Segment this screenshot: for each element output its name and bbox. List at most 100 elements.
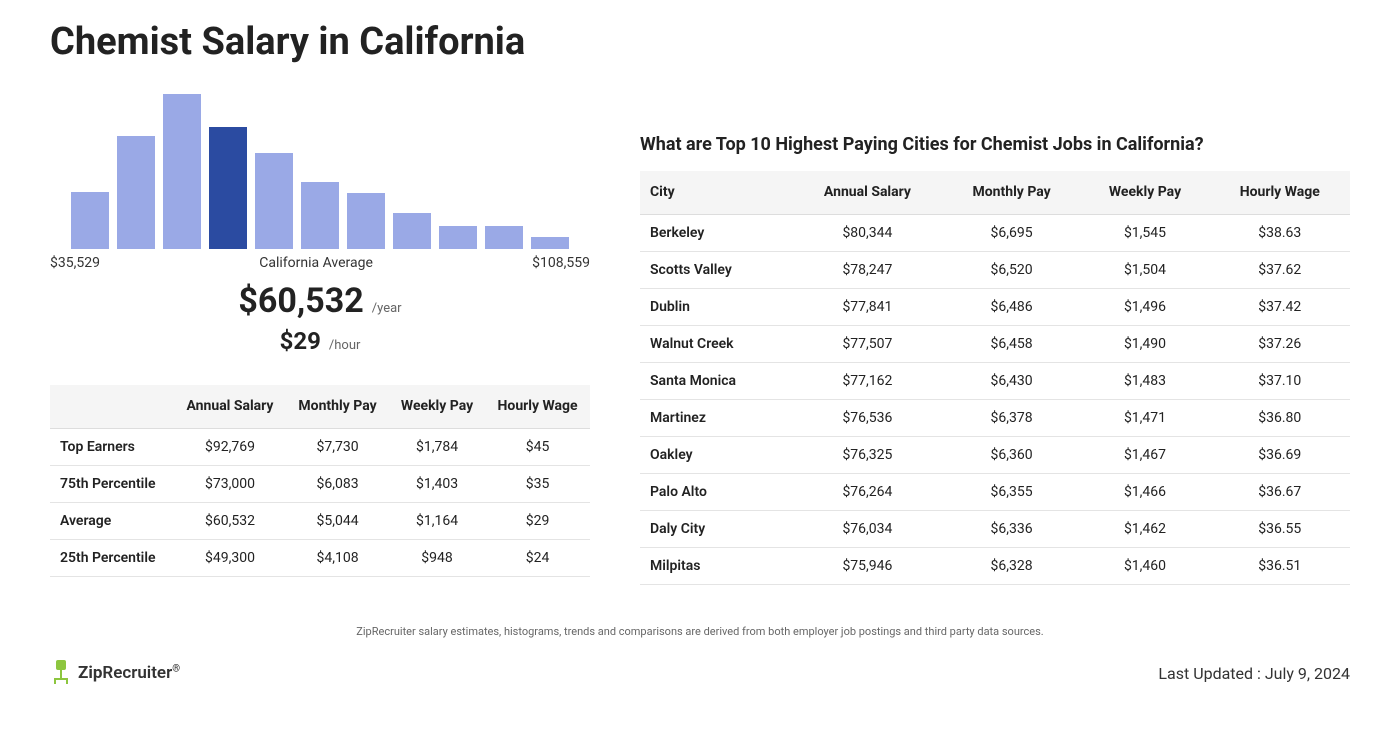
col-hourly: Hourly Wage xyxy=(1210,171,1350,214)
cell-weekly: $1,467 xyxy=(1080,436,1209,473)
cell-monthly: $6,695 xyxy=(943,214,1081,251)
histogram-bar xyxy=(393,213,431,249)
cell-monthly: $7,730 xyxy=(286,428,389,465)
cities-header-row: City Annual Salary Monthly Pay Weekly Pa… xyxy=(640,171,1350,214)
cell-weekly: $1,545 xyxy=(1080,214,1209,251)
cell-city: Martinez xyxy=(640,399,792,436)
headline-hourly: $29 /hour xyxy=(50,327,590,355)
cell-annual: $76,264 xyxy=(792,473,943,510)
cell-city: Oakley xyxy=(640,436,792,473)
row-label: Average xyxy=(50,502,174,539)
brand-text: ZipRecruiter® xyxy=(78,663,180,683)
hourly-amount: $29 xyxy=(280,327,321,355)
cell-monthly: $6,336 xyxy=(943,510,1081,547)
cell-annual: $80,344 xyxy=(792,214,943,251)
cell-monthly: $6,486 xyxy=(943,288,1081,325)
cell-monthly: $6,378 xyxy=(943,399,1081,436)
cell-annual: $77,841 xyxy=(792,288,943,325)
cell-hourly: $36.67 xyxy=(1210,473,1350,510)
cell-weekly: $1,784 xyxy=(389,428,485,465)
cities-table: City Annual Salary Monthly Pay Weekly Pa… xyxy=(640,171,1350,585)
percentile-table: Annual Salary Monthly Pay Weekly Pay Hou… xyxy=(50,385,590,577)
cell-monthly: $6,328 xyxy=(943,547,1081,584)
cell-annual: $75,946 xyxy=(792,547,943,584)
cell-city: Walnut Creek xyxy=(640,325,792,362)
cell-city: Scotts Valley xyxy=(640,251,792,288)
cell-annual: $92,769 xyxy=(174,428,286,465)
table-row: Santa Monica$77,162$6,430$1,483$37.10 xyxy=(640,362,1350,399)
cell-city: Palo Alto xyxy=(640,473,792,510)
cell-monthly: $6,430 xyxy=(943,362,1081,399)
chair-icon xyxy=(50,656,74,691)
table-row: Daly City$76,034$6,336$1,462$36.55 xyxy=(640,510,1350,547)
page-title: Chemist Salary in California xyxy=(50,20,1350,64)
cell-hourly: $36.69 xyxy=(1210,436,1350,473)
table-row: 75th Percentile$73,000$6,083$1,403$35 xyxy=(50,465,590,502)
axis-max: $108,559 xyxy=(532,255,590,271)
brand-logo: ZipRecruiter® xyxy=(50,656,180,691)
row-label: 25th Percentile xyxy=(50,539,174,576)
col-monthly: Monthly Pay xyxy=(286,385,389,428)
cell-hourly: $37.62 xyxy=(1210,251,1350,288)
axis-min: $35,529 xyxy=(50,255,100,271)
axis-center: California Average xyxy=(100,255,532,271)
salary-histogram xyxy=(70,94,570,249)
cell-annual: $76,034 xyxy=(792,510,943,547)
cell-annual: $77,162 xyxy=(792,362,943,399)
histogram-bar xyxy=(163,94,201,249)
cell-hourly: $37.42 xyxy=(1210,288,1350,325)
cell-hourly: $36.55 xyxy=(1210,510,1350,547)
cell-annual: $73,000 xyxy=(174,465,286,502)
cell-monthly: $6,520 xyxy=(943,251,1081,288)
cell-weekly: $1,460 xyxy=(1080,547,1209,584)
cell-annual: $77,507 xyxy=(792,325,943,362)
cell-hourly: $38.63 xyxy=(1210,214,1350,251)
table-row: Walnut Creek$77,507$6,458$1,490$37.26 xyxy=(640,325,1350,362)
col-blank xyxy=(50,385,174,428)
annual-unit: /year xyxy=(372,301,402,316)
cell-annual: $60,532 xyxy=(174,502,286,539)
col-monthly: Monthly Pay xyxy=(943,171,1081,214)
table-row: Dublin$77,841$6,486$1,496$37.42 xyxy=(640,288,1350,325)
cell-weekly: $1,483 xyxy=(1080,362,1209,399)
cell-annual: $76,325 xyxy=(792,436,943,473)
cell-hourly: $36.80 xyxy=(1210,399,1350,436)
cell-weekly: $1,164 xyxy=(389,502,485,539)
col-weekly: Weekly Pay xyxy=(1080,171,1209,214)
table-row: 25th Percentile$49,300$4,108$948$24 xyxy=(50,539,590,576)
cell-weekly: $1,403 xyxy=(389,465,485,502)
histogram-bar xyxy=(301,182,339,249)
cell-monthly: $6,458 xyxy=(943,325,1081,362)
histogram-bar xyxy=(71,192,109,249)
table-row: Milpitas$75,946$6,328$1,460$36.51 xyxy=(640,547,1350,584)
cities-heading: What are Top 10 Highest Paying Cities fo… xyxy=(640,134,1350,155)
cell-city: Santa Monica xyxy=(640,362,792,399)
annual-amount: $60,532 xyxy=(238,281,363,321)
col-weekly: Weekly Pay xyxy=(389,385,485,428)
cell-city: Berkeley xyxy=(640,214,792,251)
headline-annual: $60,532 /year xyxy=(50,281,590,321)
cell-monthly: $6,083 xyxy=(286,465,389,502)
cell-annual: $78,247 xyxy=(792,251,943,288)
cell-city: Dublin xyxy=(640,288,792,325)
cell-weekly: $948 xyxy=(389,539,485,576)
table-row: Berkeley$80,344$6,695$1,545$38.63 xyxy=(640,214,1350,251)
cell-weekly: $1,504 xyxy=(1080,251,1209,288)
table-row: Oakley$76,325$6,360$1,467$36.69 xyxy=(640,436,1350,473)
left-column: $35,529 California Average $108,559 $60,… xyxy=(50,94,590,577)
cell-city: Milpitas xyxy=(640,547,792,584)
histogram-bar xyxy=(117,136,155,249)
cell-weekly: $1,496 xyxy=(1080,288,1209,325)
col-city: City xyxy=(640,171,792,214)
table-row: Palo Alto$76,264$6,355$1,466$36.67 xyxy=(640,473,1350,510)
right-column: What are Top 10 Highest Paying Cities fo… xyxy=(640,94,1350,585)
last-updated: Last Updated : July 9, 2024 xyxy=(1158,664,1350,683)
cell-weekly: $1,466 xyxy=(1080,473,1209,510)
cell-hourly: $45 xyxy=(485,428,590,465)
table-row: Average$60,532$5,044$1,164$29 xyxy=(50,502,590,539)
cell-weekly: $1,462 xyxy=(1080,510,1209,547)
cell-monthly: $6,355 xyxy=(943,473,1081,510)
percentile-header-row: Annual Salary Monthly Pay Weekly Pay Hou… xyxy=(50,385,590,428)
histogram-bar xyxy=(485,226,523,249)
cell-monthly: $6,360 xyxy=(943,436,1081,473)
